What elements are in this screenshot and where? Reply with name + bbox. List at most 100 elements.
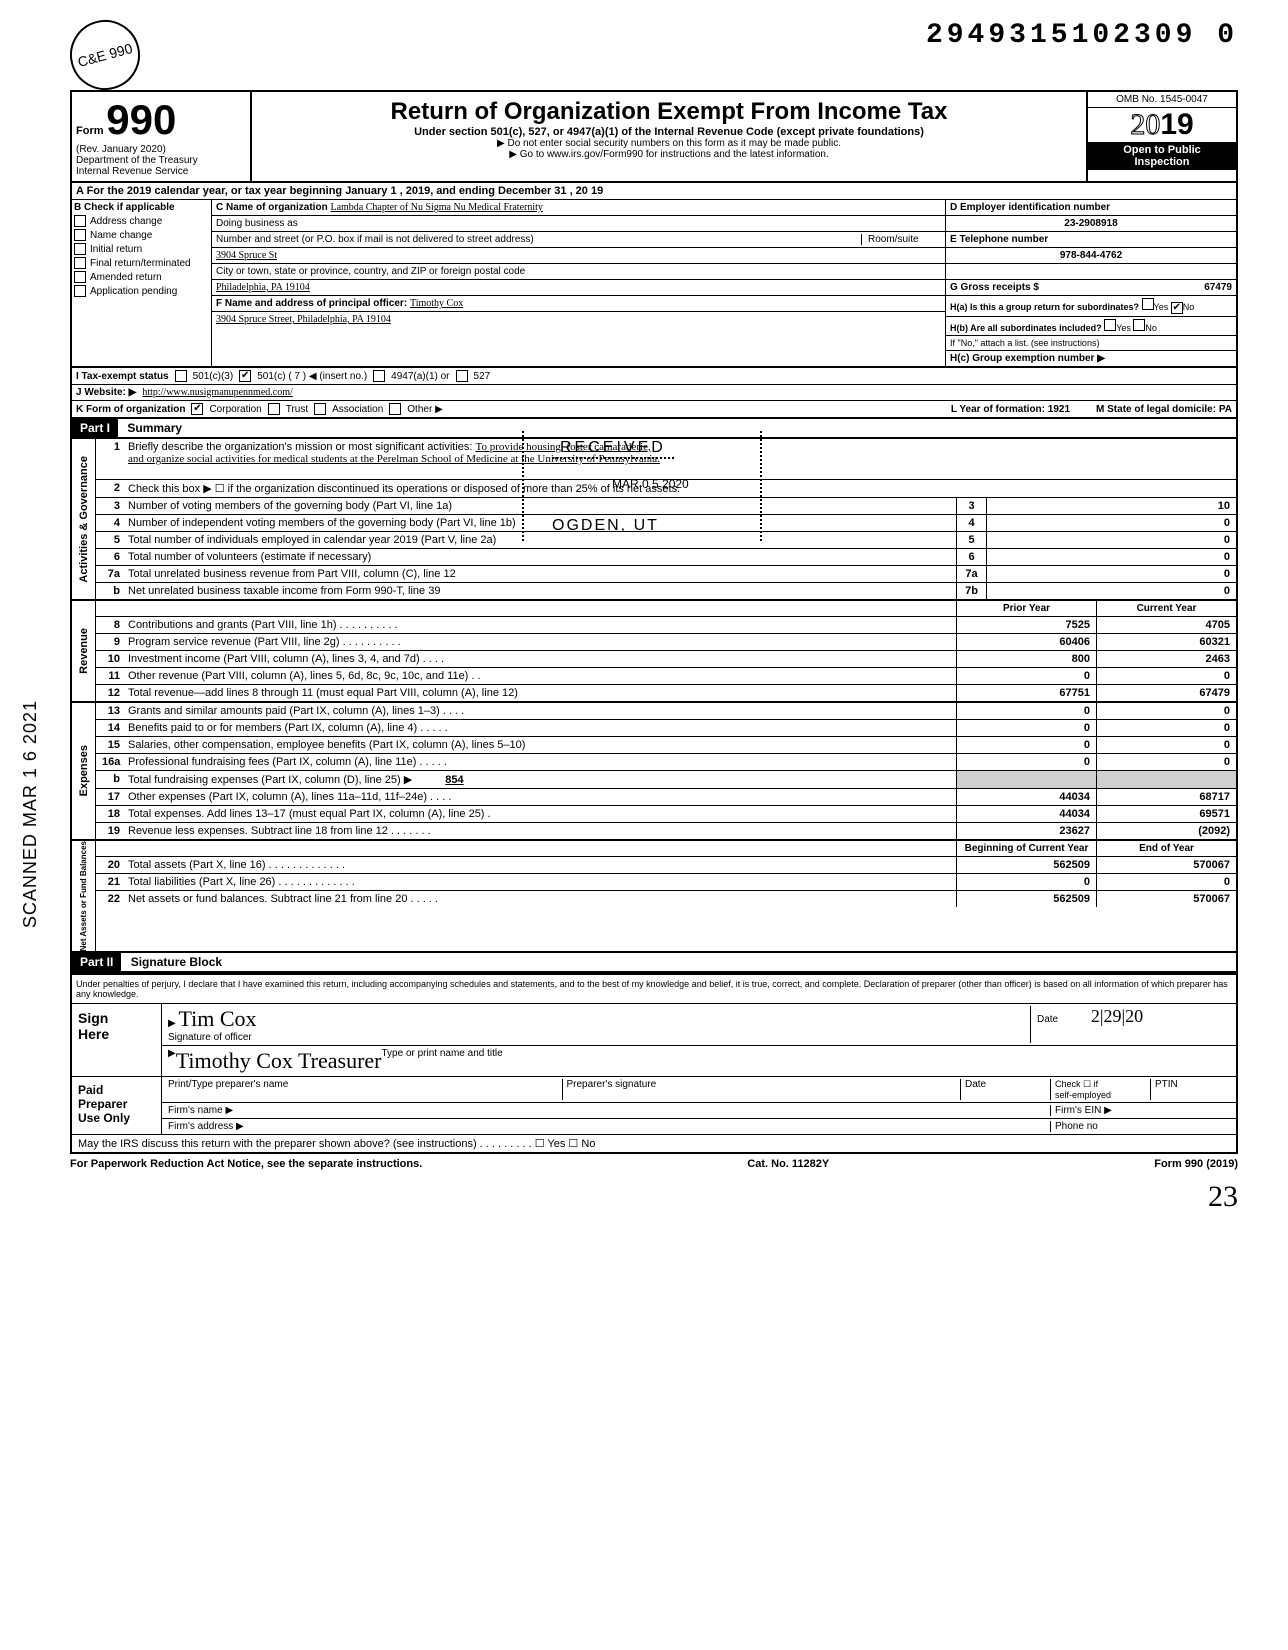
r20-p: 562509 [956,857,1096,873]
chk-lbl: Name change [90,230,152,241]
checkbox-initial[interactable] [74,243,86,255]
g-label: G Gross receipts $ [950,282,1039,293]
r20-t: Total assets (Part X, line 16) . . . . .… [126,857,956,873]
r17-p: 44034 [956,789,1096,805]
rb-v: 854 [415,774,493,786]
stamp-ogden: OGDEN, UT [552,517,659,535]
r12-t: Total revenue—add lines 8 through 11 (mu… [126,685,956,701]
r15-t: Salaries, other compensation, employee b… [126,737,956,753]
chk-4947[interactable] [373,370,385,382]
hdr-beg: Beginning of Current Year [956,841,1096,856]
assoc-lbl: Association [332,404,383,415]
form-number: 990 [106,96,176,143]
org-name: Lambda Chapter of Nu Sigma Nu Medical Fr… [330,202,542,213]
r21-t: Total liabilities (Part X, line 26) . . … [126,874,956,890]
r16a-c: 0 [1096,754,1236,770]
ein-value: 23-2908918 [946,216,1236,232]
form-subtitle: Under section 501(c), 527, or 4947(a)(1)… [258,126,1080,138]
date-value: 2|29|20 [1091,1006,1143,1026]
paid-preparer-label: Paid Preparer Use Only [72,1077,162,1134]
r22-t: Net assets or fund balances. Subtract li… [126,891,956,907]
hb-yes[interactable] [1104,319,1116,331]
j-label: J Website: ▶ [76,387,136,398]
dba-label: Doing business as [212,216,945,232]
date-label: Date [1037,1014,1058,1025]
r18-c: 69571 [1096,806,1236,822]
dln-number: 2949315102309 0 [926,20,1238,51]
name-title-val: Timothy Cox Treasurer [176,1048,382,1074]
r19-t: Revenue less expenses. Subtract line 18 … [126,823,956,839]
r18-p: 44034 [956,806,1096,822]
s5-val: 0 [986,532,1236,548]
trust-lbl: Trust [286,404,308,415]
website-value: http://www.nusigmanupennmed.com/ [142,387,292,398]
chk-lbl: Application pending [90,286,177,297]
r9-p: 60406 [956,634,1096,650]
yof-val: 1921 [1048,404,1070,415]
chk-501c3[interactable] [175,370,187,382]
r15-c: 0 [1096,737,1236,753]
colb-header: B Check if applicable [74,202,209,213]
dom-val: PA [1219,404,1232,415]
received-stamp: RECEIVED [552,437,674,459]
prep-c5: PTIN [1150,1079,1230,1100]
checkbox-pending[interactable] [74,285,86,297]
501c-lbl: 501(c) ( 7 ) ◀ (insert no.) [257,371,367,382]
footer-right: Form 990 (2019) [1154,1158,1238,1170]
phone-value: 978-844-4762 [946,248,1236,264]
chk-corp[interactable]: ✔ [191,403,203,415]
phone-lbl: Phone no [1050,1121,1230,1132]
chk-527[interactable] [456,370,468,382]
vtab-netassets: Net Assets or Fund Balances [79,841,88,951]
gross-receipts: 67479 [1204,282,1232,293]
part2-title: Signature Block [125,953,228,971]
sign-here-label: Sign Here [72,1004,162,1076]
dom-label: M State of legal domicile: [1096,404,1216,415]
firm-addr-lbl: Firm's address ▶ [168,1121,1050,1132]
corp-lbl: Corporation [209,404,261,415]
chk-other[interactable] [389,403,401,415]
ha-yes[interactable] [1142,298,1154,310]
checkbox-address[interactable] [74,215,86,227]
d-label: D Employer identification number [950,202,1110,213]
checkbox-amended[interactable] [74,271,86,283]
r14-t: Benefits paid to or for members (Part IX… [126,720,956,736]
other-lbl: Other ▶ [407,404,442,415]
officer-signature: Tim Cox [178,1006,256,1031]
checkbox-name[interactable] [74,229,86,241]
chk-assoc[interactable] [314,403,326,415]
chk-trust[interactable] [268,403,280,415]
r22-p: 562509 [956,891,1096,907]
r21-p: 0 [956,874,1096,890]
r13-p: 0 [956,703,1096,719]
form-rev: (Rev. January 2020) [76,144,246,155]
row-a-taxyear: A For the 2019 calendar year, or tax yea… [70,183,1238,200]
prep-c1: Print/Type preparer's name [168,1079,562,1100]
s6-val: 0 [986,549,1236,565]
hb-no[interactable] [1133,319,1145,331]
open-inspection: Open to Public Inspection [1088,142,1236,170]
prep-c3: Date [960,1079,1050,1100]
vtab-activities: Activities & Governance [78,456,90,583]
discuss-row: May the IRS discuss this return with the… [72,1134,1236,1152]
form-label: Form [76,125,104,137]
checkbox-final[interactable] [74,257,86,269]
hdr-prior: Prior Year [956,601,1096,616]
ha-no[interactable]: ✔ [1171,302,1183,314]
year-suffix: 19 [1160,108,1193,141]
vtab-expenses: Expenses [78,745,90,796]
yof-label: L Year of formation: [951,404,1045,415]
stamp-date: MAR 0 5 2020 [612,477,689,491]
527-lbl: 527 [474,371,491,382]
chk-501c[interactable]: ✔ [239,370,251,382]
r12-p: 67751 [956,685,1096,701]
year-prefix: 20 [1130,108,1160,141]
officer-name: Timothy Cox [410,298,463,309]
form-note1: ▶ Do not enter social security numbers o… [258,138,1080,149]
r17-t: Other expenses (Part IX, column (A), lin… [126,789,956,805]
footer-left: For Paperwork Reduction Act Notice, see … [70,1158,422,1170]
s4-val: 0 [986,515,1236,531]
form-title: Return of Organization Exempt From Incom… [258,98,1080,126]
s1-label: Briefly describe the organization's miss… [128,441,472,453]
city-value: Philadelphia, PA 19104 [212,280,945,296]
